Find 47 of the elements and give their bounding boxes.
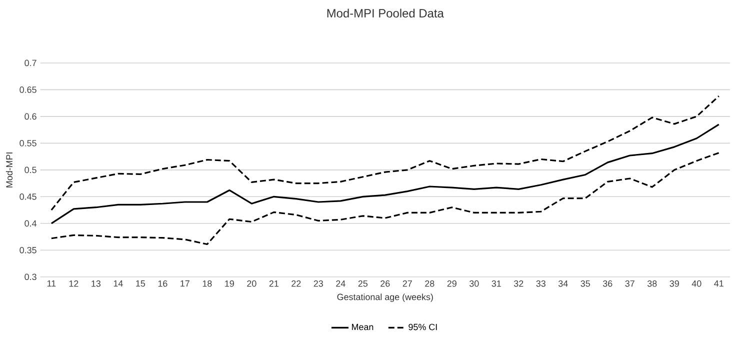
x-tick-label: 23 bbox=[314, 280, 323, 287]
y-tick-label: 0.65 bbox=[20, 86, 36, 93]
x-tick-label: 40 bbox=[692, 280, 702, 287]
x-tick-label: 28 bbox=[425, 280, 434, 287]
y-tick-label: 0.7 bbox=[24, 60, 36, 66]
x-tick-label: 41 bbox=[714, 280, 724, 287]
x-tick-label: 37 bbox=[625, 280, 634, 287]
y-tick-label: 0.3 bbox=[24, 274, 36, 280]
y-tick-label: 0.55 bbox=[20, 140, 36, 146]
x-tick-label: 22 bbox=[292, 280, 301, 287]
legend-label: 95% CI bbox=[408, 324, 437, 330]
chart-title: Mod-MPI Pooled Data bbox=[327, 8, 444, 18]
x-tick-label: 26 bbox=[380, 280, 390, 287]
x-tick-label: 13 bbox=[92, 280, 101, 287]
legend-label: Mean bbox=[352, 324, 374, 330]
y-tick-label: 0.4 bbox=[24, 220, 37, 227]
y-tick-label: 0.6 bbox=[24, 113, 36, 120]
y-tick-label: 0.35 bbox=[20, 247, 36, 254]
x-tick-label: 27 bbox=[402, 280, 412, 287]
line-series bbox=[50, 95, 720, 211]
y-axis-title: Mod-MPI bbox=[6, 152, 13, 188]
x-tick-label: 17 bbox=[180, 280, 190, 287]
x-tick-label: 21 bbox=[269, 280, 278, 287]
x-tick-label: 12 bbox=[69, 280, 78, 287]
x-tick-label: 14 bbox=[114, 280, 123, 287]
line-series bbox=[50, 124, 720, 224]
x-tick-label: 32 bbox=[514, 280, 524, 287]
x-tick-label: 24 bbox=[336, 280, 346, 287]
x-tick-label: 35 bbox=[580, 280, 590, 287]
x-tick-label: 11 bbox=[47, 280, 56, 287]
x-tick-label: 29 bbox=[447, 280, 456, 287]
x-tick-label: 15 bbox=[136, 280, 146, 287]
x-tick-label: 38 bbox=[647, 280, 657, 287]
x-tick-label: 18 bbox=[202, 280, 212, 287]
x-tick-label: 19 bbox=[225, 280, 234, 287]
y-tick-label: 0.45 bbox=[20, 194, 36, 200]
x-tick-label: 34 bbox=[558, 280, 568, 287]
y-tick-label: 0.5 bbox=[24, 166, 36, 174]
x-tick-label: 20 bbox=[247, 280, 256, 287]
x-tick-label: 16 bbox=[158, 280, 168, 287]
x-tick-label: 39 bbox=[670, 280, 679, 287]
x-tick-label: 31 bbox=[492, 280, 501, 287]
x-tick-label: 25 bbox=[358, 280, 368, 287]
x-tick-label: 33 bbox=[536, 280, 546, 287]
x-tick-label: 36 bbox=[602, 280, 612, 287]
x-axis-title: Gestational age (weeks) bbox=[337, 294, 433, 302]
x-tick-label: 30 bbox=[470, 280, 479, 287]
